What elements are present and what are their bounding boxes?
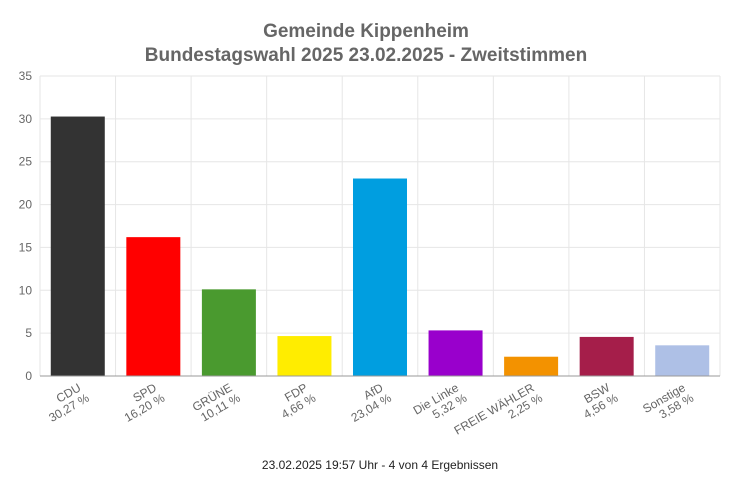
y-tick-label: 30 <box>19 112 33 126</box>
y-tick-label: 10 <box>19 283 33 297</box>
y-tick-label: 15 <box>19 240 33 254</box>
bar[interactable] <box>201 289 256 376</box>
bar[interactable] <box>504 356 559 376</box>
bar[interactable] <box>353 178 407 376</box>
bar[interactable] <box>579 336 634 376</box>
bars <box>50 116 710 377</box>
chart-title: Gemeinde Kippenheim <box>263 21 469 42</box>
bar[interactable] <box>428 330 483 376</box>
y-tick-label: 5 <box>25 326 32 340</box>
bar[interactable] <box>655 345 710 376</box>
y-tick-label: 20 <box>19 198 33 212</box>
bar[interactable] <box>277 336 332 376</box>
y-axis-ticks: 0 5 10 15 20 25 30 35 <box>19 69 33 383</box>
chart-footer: 23.02.2025 19:57 Uhr - 4 von 4 Ergebniss… <box>262 458 498 472</box>
chart-subtitle: Bundestagswahl 2025 23.02.2025 - Zweitst… <box>145 45 587 66</box>
bar[interactable] <box>50 116 105 377</box>
y-tick-label: 35 <box>19 69 33 83</box>
y-tick-label: 25 <box>19 155 33 169</box>
y-tick-label: 0 <box>25 369 32 383</box>
bar[interactable] <box>126 237 181 376</box>
